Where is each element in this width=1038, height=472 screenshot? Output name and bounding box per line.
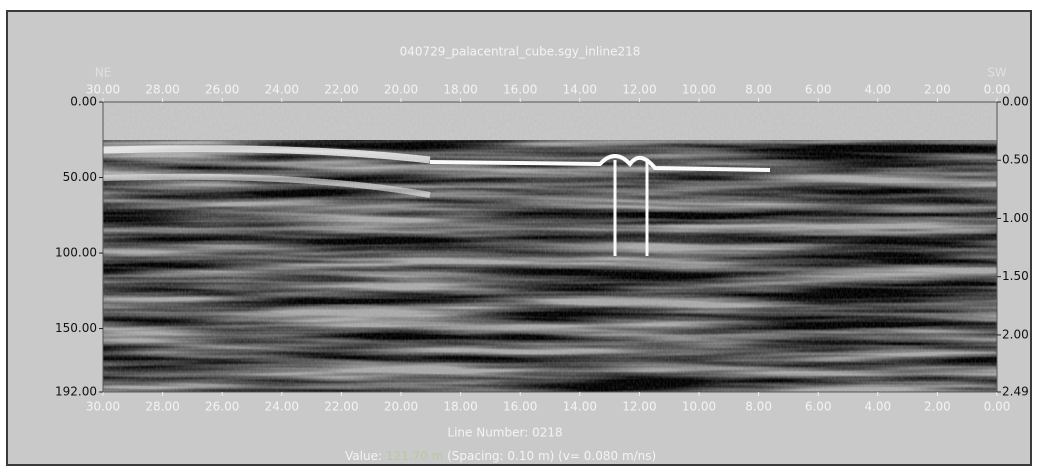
top-axis-label: 20.00 [384, 83, 418, 97]
left-axis-label: 50.00 [63, 170, 97, 184]
line-number: Line Number: 0218 [447, 426, 562, 440]
top-axis-label: 12.00 [622, 83, 656, 97]
bottom-axis-label: 8.00 [745, 400, 772, 414]
bottom-axis-label: 2.00 [924, 400, 951, 414]
bottom-axis-label: 24.00 [265, 400, 299, 414]
left-axis-label: 100.00 [55, 246, 97, 260]
top-axis-label: 26.00 [205, 83, 239, 97]
direction-label: SW [987, 66, 1007, 80]
top-axis-label: 18.00 [443, 83, 477, 97]
value-suffix: (Spacing: 0.10 m) (v= 0.080 m/ns) [443, 449, 656, 463]
top-axis-label: 2.00 [924, 83, 951, 97]
top-axis-label: 4.00 [864, 83, 891, 97]
bottom-axis-label: 12.00 [622, 400, 656, 414]
bottom-axis-label: 30.00 [86, 400, 120, 414]
right-axis-label: 0.50 [1002, 153, 1029, 167]
bottom-axis-label: 6.00 [805, 400, 832, 414]
bottom-axis-label: 20.00 [384, 400, 418, 414]
bottom-axis-label: 10.00 [682, 400, 716, 414]
value-prefix: Value: [345, 449, 382, 463]
left-axis-label: 0.00 [70, 95, 97, 109]
bottom-axis-label: 18.00 [443, 400, 477, 414]
right-axis-label: 1.50 [1002, 269, 1029, 283]
top-axis-label: 14.00 [563, 83, 597, 97]
top-axis-label: 6.00 [805, 83, 832, 97]
window-title: 040729_palacentral_cube.sgy_inline218 [400, 45, 641, 59]
bottom-axis-label: 22.00 [324, 400, 358, 414]
direction-label: NE [95, 66, 112, 80]
bottom-axis-label: 26.00 [205, 400, 239, 414]
top-axis-label: 16.00 [503, 83, 537, 97]
bottom-axis-label: 14.00 [563, 400, 597, 414]
radargram [103, 102, 997, 392]
right-axis-label: 2.49 [1002, 385, 1029, 399]
left-axis-label: 192.00 [55, 385, 97, 399]
bottom-axis-label: 16.00 [503, 400, 537, 414]
top-axis-label: 28.00 [145, 83, 179, 97]
top-axis-label: 22.00 [324, 83, 358, 97]
right-axis-label: 2.00 [1002, 327, 1029, 341]
status-line: Value: 121.70 m (Spacing: 0.10 m) (v= 0.… [345, 449, 656, 463]
bottom-axis-label: 4.00 [864, 400, 891, 414]
top-axis-label: 8.00 [745, 83, 772, 97]
bottom-axis-label: 0.00 [984, 400, 1011, 414]
noise [103, 102, 997, 392]
top-axis-label: 10.00 [682, 83, 716, 97]
top-axis-label: 24.00 [265, 83, 299, 97]
page: {"window": { "title": "040729_palacentra… [0, 0, 1038, 472]
right-axis-label: 1.00 [1002, 211, 1029, 225]
radargram-view: 040729_palacentral_cube.sgy_inline218 NE S… [0, 0, 1038, 472]
left-axis-label: 150.00 [55, 321, 97, 335]
bottom-axis-label: 28.00 [145, 400, 179, 414]
right-axis-label: 0.00 [1002, 95, 1029, 109]
value: 121.70 m [382, 449, 443, 463]
